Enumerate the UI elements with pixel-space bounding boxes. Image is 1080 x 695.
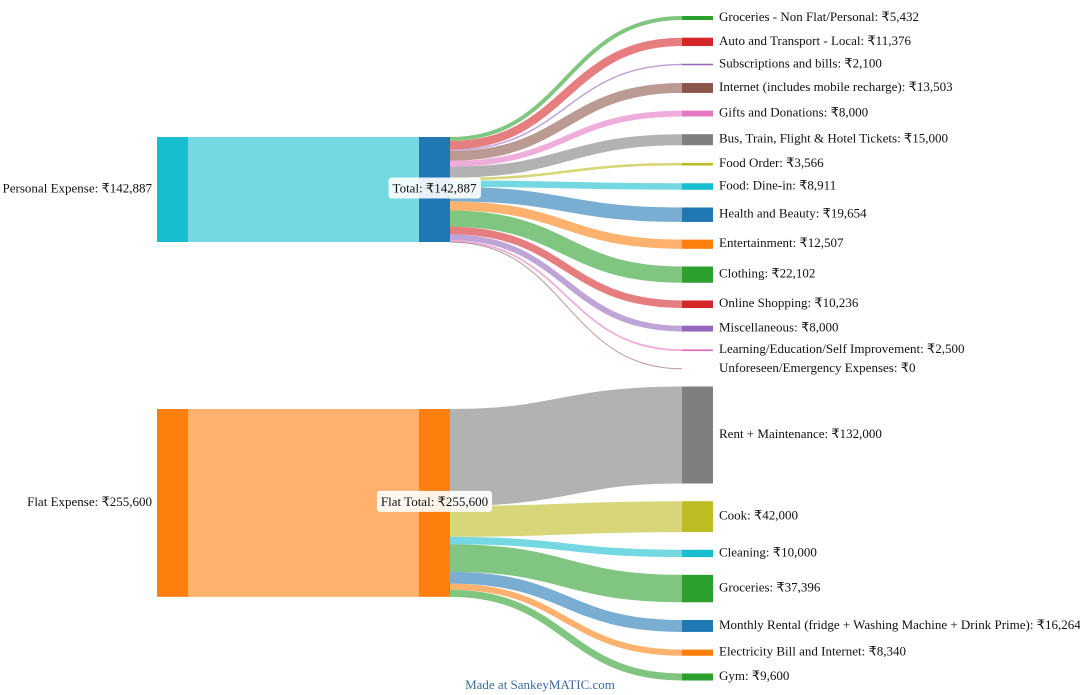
node-label: Cleaning: ₹10,000 <box>719 544 817 559</box>
node <box>682 649 713 656</box>
link <box>449 15 683 141</box>
link <box>449 241 683 370</box>
link <box>449 571 683 632</box>
link <box>449 201 683 249</box>
node-label: Auto and Transport - Local: ₹11,376 <box>719 33 911 48</box>
node <box>682 673 713 681</box>
node <box>682 134 713 146</box>
footer: Made at SankeyMATIC.com <box>465 677 615 692</box>
link <box>449 386 683 506</box>
link <box>449 134 683 178</box>
node-label: Gifts and Donations: ₹8,000 <box>719 105 868 120</box>
link <box>449 240 683 352</box>
node-label: Learning/Education/Self Improvement: ₹2,… <box>719 341 964 356</box>
node-label: Electricity Bill and Internet: ₹8,340 <box>719 644 906 659</box>
node <box>682 162 713 166</box>
node <box>682 501 713 533</box>
node-label: Online Shopping: ₹10,236 <box>719 295 859 310</box>
node <box>682 266 713 283</box>
node <box>682 619 713 632</box>
link <box>449 583 683 656</box>
node-label: Groceries - Non Flat/Personal: ₹5,432 <box>719 9 919 24</box>
link <box>449 162 683 181</box>
node-label: Clothing: ₹22,102 <box>719 266 815 281</box>
link <box>449 210 683 283</box>
node <box>682 16 713 20</box>
node-label: Internet (includes mobile recharge): ₹13… <box>719 79 953 94</box>
node-label: Personal Expense: ₹142,887 <box>3 180 153 195</box>
link <box>449 82 683 161</box>
node <box>682 63 713 66</box>
link <box>449 536 683 558</box>
node-label: Groceries: ₹37,396 <box>719 580 821 595</box>
labels: Personal Expense: ₹142,887 Total: ₹142,88… <box>3 9 1080 683</box>
node-label: Total: ₹142,887 <box>393 180 477 195</box>
node-label: Flat Total: ₹255,600 <box>381 494 488 509</box>
link <box>449 180 683 190</box>
node <box>682 207 713 222</box>
node-label: Monthly Rental (fridge + Washing Machine… <box>719 617 1080 632</box>
link <box>449 37 683 150</box>
link <box>449 110 683 167</box>
node <box>157 409 188 597</box>
node-label: Unforeseen/Emergency Expenses: ₹0 <box>719 360 915 375</box>
node <box>682 82 713 93</box>
node-label: Cook: ₹42,000 <box>719 508 798 523</box>
link <box>449 234 683 332</box>
node-label: Miscellaneous: ₹8,000 <box>719 320 838 335</box>
node-label: Food Order: ₹3,566 <box>719 155 824 170</box>
node-label: Subscriptions and bills: ₹2,100 <box>719 56 882 71</box>
node <box>682 300 713 308</box>
node-label: Entertainment: ₹12,507 <box>719 235 844 250</box>
node <box>682 325 713 332</box>
node <box>157 137 188 242</box>
node <box>682 183 713 190</box>
node-label: Rent + Maintenance: ₹132,000 <box>719 426 882 441</box>
node <box>682 386 713 484</box>
node <box>682 239 713 249</box>
label-box <box>388 177 481 199</box>
node <box>682 349 713 352</box>
node-label: Bus, Train, Flight & Hotel Tickets: ₹15,… <box>719 131 948 146</box>
link <box>449 63 683 151</box>
link <box>449 589 683 681</box>
node <box>682 110 713 117</box>
link <box>449 501 683 537</box>
label-box <box>376 490 493 512</box>
node <box>682 37 713 47</box>
link <box>449 544 683 603</box>
link <box>449 186 683 222</box>
node <box>682 574 713 603</box>
node-label: Health and Beauty: ₹19,654 <box>719 206 867 221</box>
node-label: Gym: ₹9,600 <box>719 668 789 683</box>
node <box>682 549 713 558</box>
node-label: Food: Dine-in: ₹8,911 <box>719 177 836 192</box>
link <box>449 226 683 308</box>
node-label: Flat Expense: ₹255,600 <box>27 494 152 509</box>
